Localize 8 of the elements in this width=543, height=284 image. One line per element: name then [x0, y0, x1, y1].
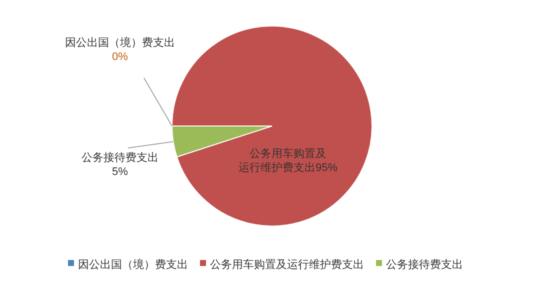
- data-label: 95%: [315, 162, 338, 174]
- data-label: 5%: [112, 166, 128, 178]
- category-label: 因公出国（境）费支出: [65, 37, 175, 49]
- text: 0%: [112, 51, 128, 63]
- slice-label: 公务接待费支出: [82, 151, 158, 164]
- legend-label: 公务接待费支出: [386, 258, 463, 271]
- legend-label: 公务用车购置及运行维护费支出: [210, 258, 364, 271]
- legend-label: 因公出国（境）费支出: [78, 258, 188, 271]
